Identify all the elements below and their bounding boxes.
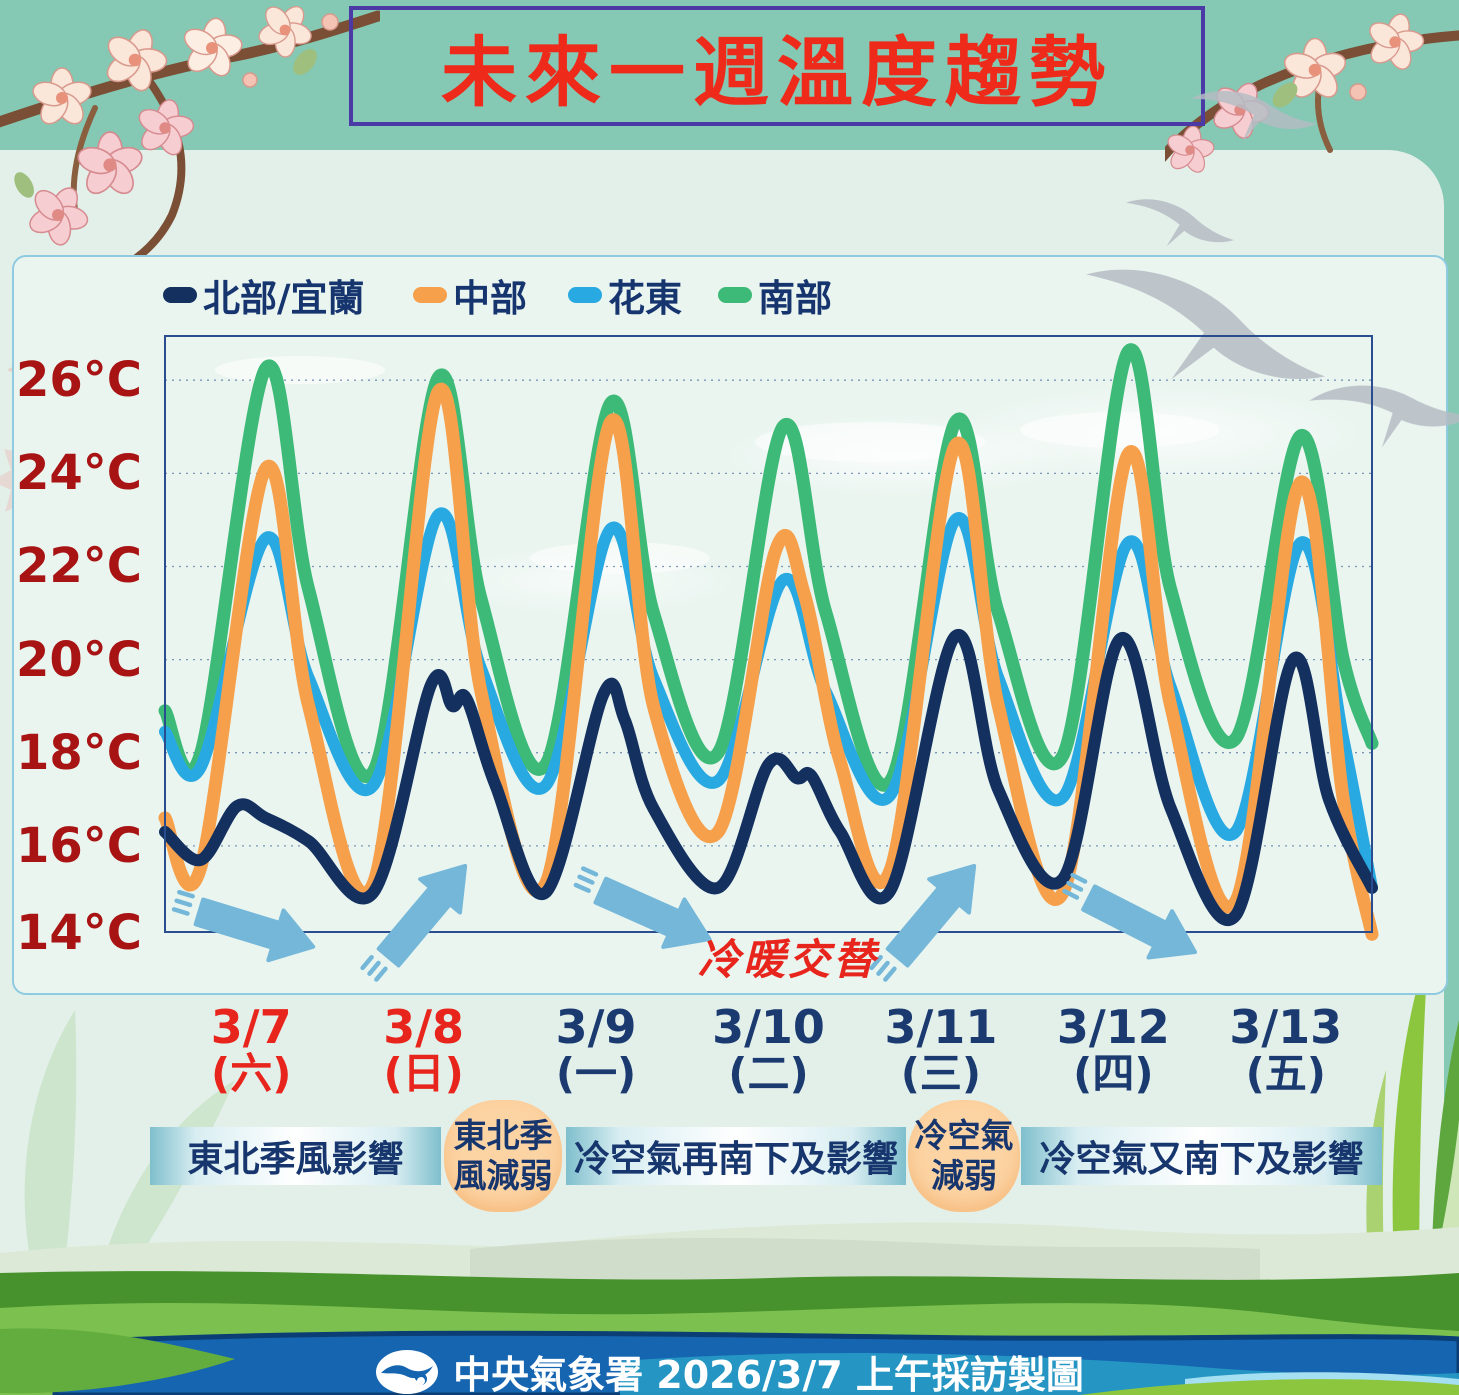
x-axis-day-3/11: 3/11 (三) [855, 1003, 1027, 1096]
weather-note-line: 減弱 [931, 1156, 997, 1195]
weather-note-line: 冷空氣 [914, 1115, 1014, 1155]
weather-note-line: 風減弱 [453, 1156, 553, 1195]
legend-marker-icon [413, 287, 447, 303]
legend-item-北部/宜蘭: 北部/宜蘭 [163, 268, 365, 322]
legend-item-南部: 南部 [718, 268, 832, 322]
x-axis-day-3/8: 3/8 (日) [338, 1003, 510, 1096]
day-weekday: (四) [1073, 1048, 1154, 1098]
x-axis-day-3/7: 3/7 (六) [165, 1003, 337, 1096]
legend-item-花東: 花東 [568, 268, 682, 322]
chart-legend: 北部/宜蘭 中部 花東 南部 [0, 268, 1459, 320]
day-date: 3/11 [884, 1000, 998, 1054]
day-weekday: (一) [555, 1048, 637, 1098]
weather-note-冷空氣減弱: 冷空氣 減弱 [908, 1100, 1020, 1212]
legend-marker-icon [163, 287, 197, 303]
weather-note-東北季風影響: 東北季風影響 [150, 1127, 441, 1185]
day-weekday: (三) [900, 1048, 982, 1098]
day-weekday: (五) [1245, 1048, 1326, 1098]
x-axis-day-3/12: 3/12 (四) [1027, 1003, 1199, 1096]
y-axis-label-22c: 22°C [16, 538, 143, 595]
x-axis-day-3/9: 3/9 (一) [510, 1003, 682, 1096]
weather-note-東北季風減弱: 東北季 風減弱 [444, 1100, 562, 1212]
x-axis-day-3/10: 3/10 (二) [683, 1003, 855, 1096]
weather-note-冷空氣再南下及影響: 冷空氣再南下及影響 [566, 1127, 906, 1185]
day-date: 3/7 [210, 1000, 292, 1054]
page-title: 未來一週溫度趨勢 [441, 28, 1113, 117]
chart-panel [12, 255, 1448, 995]
day-weekday: (六) [211, 1048, 292, 1098]
weather-note-冷空氣又南下及影響: 冷空氣又南下及影響 [1021, 1127, 1382, 1185]
day-date: 3/10 [712, 1000, 825, 1054]
y-axis-label-24c: 24°C [16, 445, 143, 502]
legend-label: 中部 [453, 277, 527, 320]
annotation-cold-warm-alternating: 冷暖交替 [698, 935, 879, 984]
x-axis-day-3/13: 3/13 (五) [1200, 1003, 1372, 1096]
legend-label: 北部/宜蘭 [203, 277, 365, 320]
legend-item-中部: 中部 [413, 268, 527, 322]
day-date: 3/13 [1229, 1000, 1343, 1054]
legend-label: 南部 [758, 277, 832, 320]
y-axis-label-16c: 16°C [16, 817, 143, 874]
day-weekday: (二) [728, 1048, 809, 1098]
day-date: 3/12 [1056, 1000, 1170, 1054]
day-weekday: (日) [383, 1048, 464, 1098]
legend-marker-icon [718, 287, 752, 303]
footer-caption: 中央氣象署 2026/3/7 上午採訪製圖 [453, 1353, 1084, 1395]
legend-label: 花東 [608, 277, 682, 320]
y-axis-label-20c: 20°C [16, 631, 143, 688]
day-date: 3/9 [555, 1000, 637, 1054]
footer: 中央氣象署 2026/3/7 上午採訪製圖 [0, 1348, 1459, 1395]
title-box: 未來一週溫度趨勢 [349, 6, 1205, 126]
cwa-logo-icon [376, 1349, 439, 1394]
y-axis-label-18c: 18°C [16, 724, 143, 781]
y-axis-label-26c: 26°C [16, 352, 143, 409]
weather-note-line: 東北季 [453, 1115, 553, 1155]
day-date: 3/8 [383, 1000, 465, 1054]
y-axis-label-14c: 14°C [16, 904, 143, 961]
legend-marker-icon [568, 287, 602, 303]
